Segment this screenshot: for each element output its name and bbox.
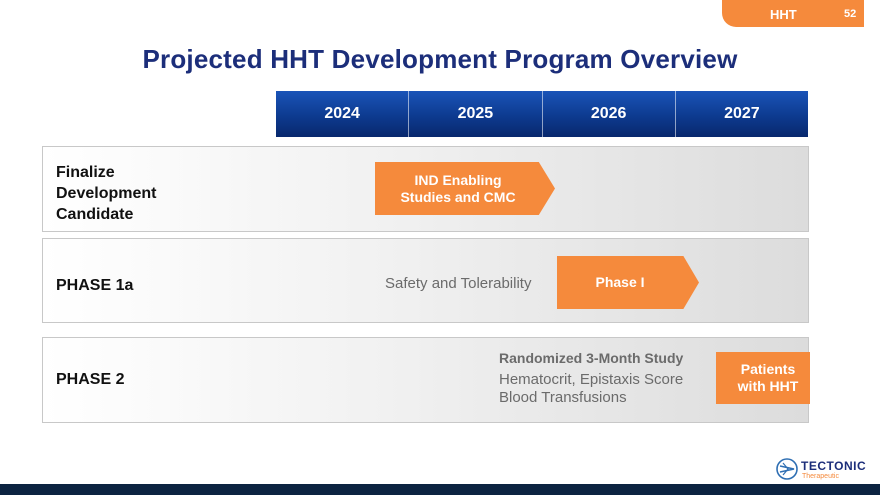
study-detail-line: Blood Transfusions — [499, 389, 627, 406]
row-label: PHASE 1a — [56, 277, 134, 294]
phase-1-arrow: Phase I — [557, 256, 699, 309]
box-text-line: with HHT — [737, 378, 799, 394]
company-logo: TECTONIC Therapeutic — [775, 457, 867, 483]
year-2027: 2027 — [674, 91, 808, 137]
row-label-line: Finalize — [56, 164, 115, 181]
section-tag: HHT 52 — [722, 0, 864, 27]
slide-title: Projected HHT Development Program Overvi… — [142, 44, 738, 74]
page-number: 52 — [844, 8, 857, 20]
row-phase-2: PHASE 2 Randomized 3-Month Study Hematoc… — [42, 337, 810, 423]
study-heading: Randomized 3-Month Study — [499, 350, 684, 366]
section-tag-label: HHT — [770, 7, 797, 22]
footer-bar — [0, 484, 880, 495]
row-label-line: Candidate — [56, 206, 134, 223]
arrow-text-line: Studies and CMC — [400, 188, 516, 205]
row-label: PHASE 2 — [56, 371, 125, 388]
arrow-text-line: Phase I — [595, 274, 645, 290]
tectonic-logo-icon — [776, 458, 798, 480]
study-detail-line: Hematocrit, Epistaxis Score — [499, 371, 684, 388]
patients-box: Patients with HHT — [716, 352, 810, 404]
year-2026: 2026 — [541, 91, 675, 137]
logo-subtitle: Therapeutic — [802, 473, 839, 480]
year-timeline-bar: 2024 2025 2026 2027 — [276, 91, 808, 137]
logo-name: TECTONIC — [801, 459, 867, 473]
row-label: Finalize Development Candidate — [56, 162, 156, 225]
year-2025: 2025 — [408, 91, 541, 137]
ind-enabling-arrow: IND Enabling Studies and CMC — [375, 162, 555, 215]
safety-note: Safety and Tolerability — [385, 275, 532, 292]
row-finalize-candidate: Finalize Development Candidate IND Enabl… — [42, 146, 809, 232]
row-label-line: Development — [56, 185, 157, 202]
box-text-line: Patients — [740, 361, 796, 377]
year-2024: 2024 — [324, 105, 360, 122]
row-phase-1a: PHASE 1a Safety and Tolerability Phase I — [42, 238, 809, 323]
arrow-text-line: IND Enabling — [414, 171, 502, 188]
